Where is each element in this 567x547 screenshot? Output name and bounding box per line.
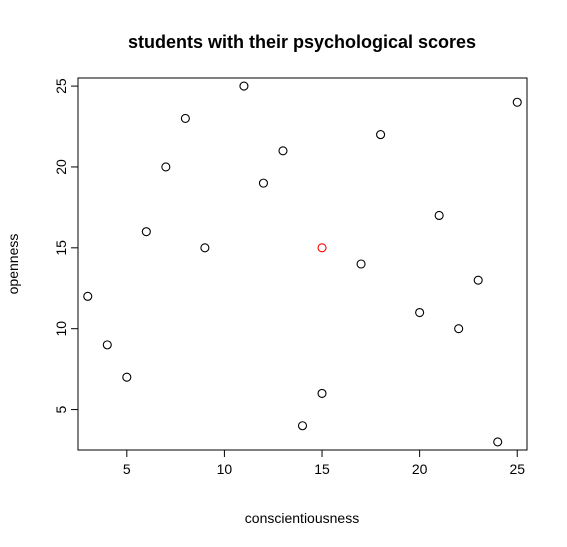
y-axis-title: openness [5, 234, 21, 295]
scatter-point [200, 243, 210, 253]
scatter-point [434, 210, 444, 221]
scatter-point [454, 324, 464, 334]
y-tick-label: 15 [53, 240, 69, 256]
scatter-point [356, 259, 366, 269]
scatter-point [239, 81, 249, 91]
scatter-point [83, 291, 93, 301]
scatter-point [317, 388, 327, 398]
scatter-point [141, 227, 151, 237]
scatter-point [161, 162, 171, 172]
scatter-point [122, 372, 132, 382]
data-points [83, 81, 522, 447]
x-tick-label: 25 [509, 461, 525, 477]
scatter-point [258, 178, 269, 188]
scatter-point [317, 243, 327, 253]
x-tick-label: 15 [314, 461, 330, 477]
y-tick-label: 20 [53, 159, 69, 175]
scatter-point [180, 113, 190, 123]
y-tick-label: 5 [53, 405, 69, 413]
x-axis: 5 10 15 20 25 [123, 449, 525, 477]
chart-title: students with their psychological scores [128, 32, 476, 52]
scatter-point [278, 146, 288, 156]
scatter-point [297, 421, 308, 431]
scatter-point [493, 437, 503, 447]
scatter-point [376, 130, 386, 140]
y-axis: 5 10 15 20 25 [53, 78, 79, 413]
y-tick-label: 25 [53, 78, 69, 94]
scatter-point [512, 97, 522, 107]
x-tick-label: 5 [123, 461, 131, 477]
plot-area-frame [77, 77, 528, 451]
scatter-point [473, 275, 483, 285]
scatter-point [102, 340, 112, 350]
x-axis-title: conscientiousness [245, 510, 359, 526]
x-tick-label: 20 [412, 461, 428, 477]
scatter-point [415, 307, 425, 318]
y-tick-label: 10 [53, 321, 69, 337]
x-tick-label: 10 [217, 461, 233, 477]
